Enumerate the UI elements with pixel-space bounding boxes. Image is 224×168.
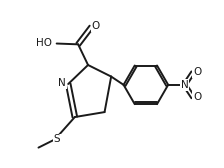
Text: O: O <box>91 21 100 31</box>
Text: S: S <box>53 134 60 144</box>
Text: N: N <box>58 78 66 88</box>
Text: N: N <box>181 80 189 90</box>
Text: O: O <box>193 92 201 102</box>
Text: HO: HO <box>36 38 52 48</box>
Text: O: O <box>193 67 201 77</box>
